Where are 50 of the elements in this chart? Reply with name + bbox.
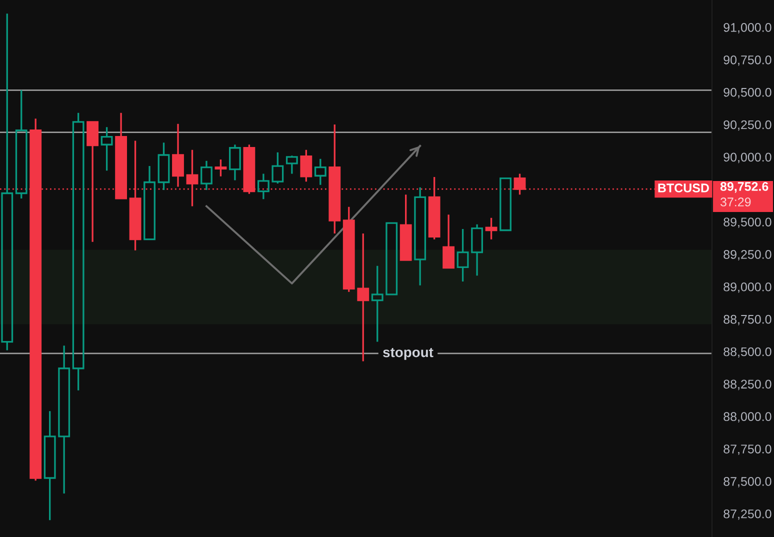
candlestick [229, 144, 241, 182]
candlestick [428, 176, 440, 240]
y-tick-label: 89,250.0 [724, 250, 772, 260]
text: 37:29 [720, 198, 751, 206]
y-tick-label: 90,750.0 [724, 55, 772, 66]
candlestick [58, 344, 70, 494]
y-tick-label: 90,500.0 [724, 88, 772, 98]
candlestick [100, 126, 113, 172]
text: 89,752.6 [720, 182, 768, 193]
candlestick [86, 121, 99, 243]
candlestick [44, 410, 56, 521]
candlestick [485, 217, 498, 240]
y-tick-label: 89,500.0 [724, 218, 772, 228]
y-tick-label: 88,500.0 [724, 347, 772, 358]
y-tick-label: 87,250.0 [724, 509, 772, 520]
candlestick [342, 206, 355, 293]
y-tick-label: 89,000.0 [724, 282, 772, 293]
candlestick [257, 172, 270, 200]
candlestick [186, 148, 198, 208]
candlestick [314, 158, 326, 186]
candlestick [442, 214, 455, 269]
candlestick [272, 152, 284, 184]
candlestick [471, 224, 483, 276]
ref-line-label: BTCUSD [658, 184, 709, 192]
candlestick [214, 158, 227, 178]
y-tick-label: 90,250.0 [724, 120, 772, 131]
y-tick-label: 88,750.0 [724, 314, 772, 326]
y-tick-label: 88,000.0 [724, 412, 772, 422]
candlestick [200, 160, 212, 191]
y-tick-label: 91,000.0 [724, 23, 772, 34]
candlestick [1, 12, 14, 352]
candlestick [456, 228, 469, 282]
candlestick [286, 154, 298, 175]
candlestick [144, 165, 156, 240]
candlestick [72, 112, 84, 392]
candlestick [400, 194, 412, 261]
candlestick [357, 232, 370, 362]
candlestick [15, 89, 28, 200]
candlestick [158, 142, 170, 191]
candlestick [371, 265, 384, 343]
candlestick [172, 123, 184, 188]
y-tick-label: 87,750.0 [724, 444, 772, 455]
candlestick [386, 222, 398, 296]
candlestick [414, 186, 426, 286]
y-tick-label: 90,000.0 [724, 152, 772, 164]
y-tick-label: 87,500.0 [724, 477, 772, 488]
ref-line-label: stopout [383, 348, 434, 360]
y-tick-label: 88,250.0 [724, 380, 772, 390]
candlestick [300, 148, 312, 182]
candlestick [500, 178, 512, 232]
